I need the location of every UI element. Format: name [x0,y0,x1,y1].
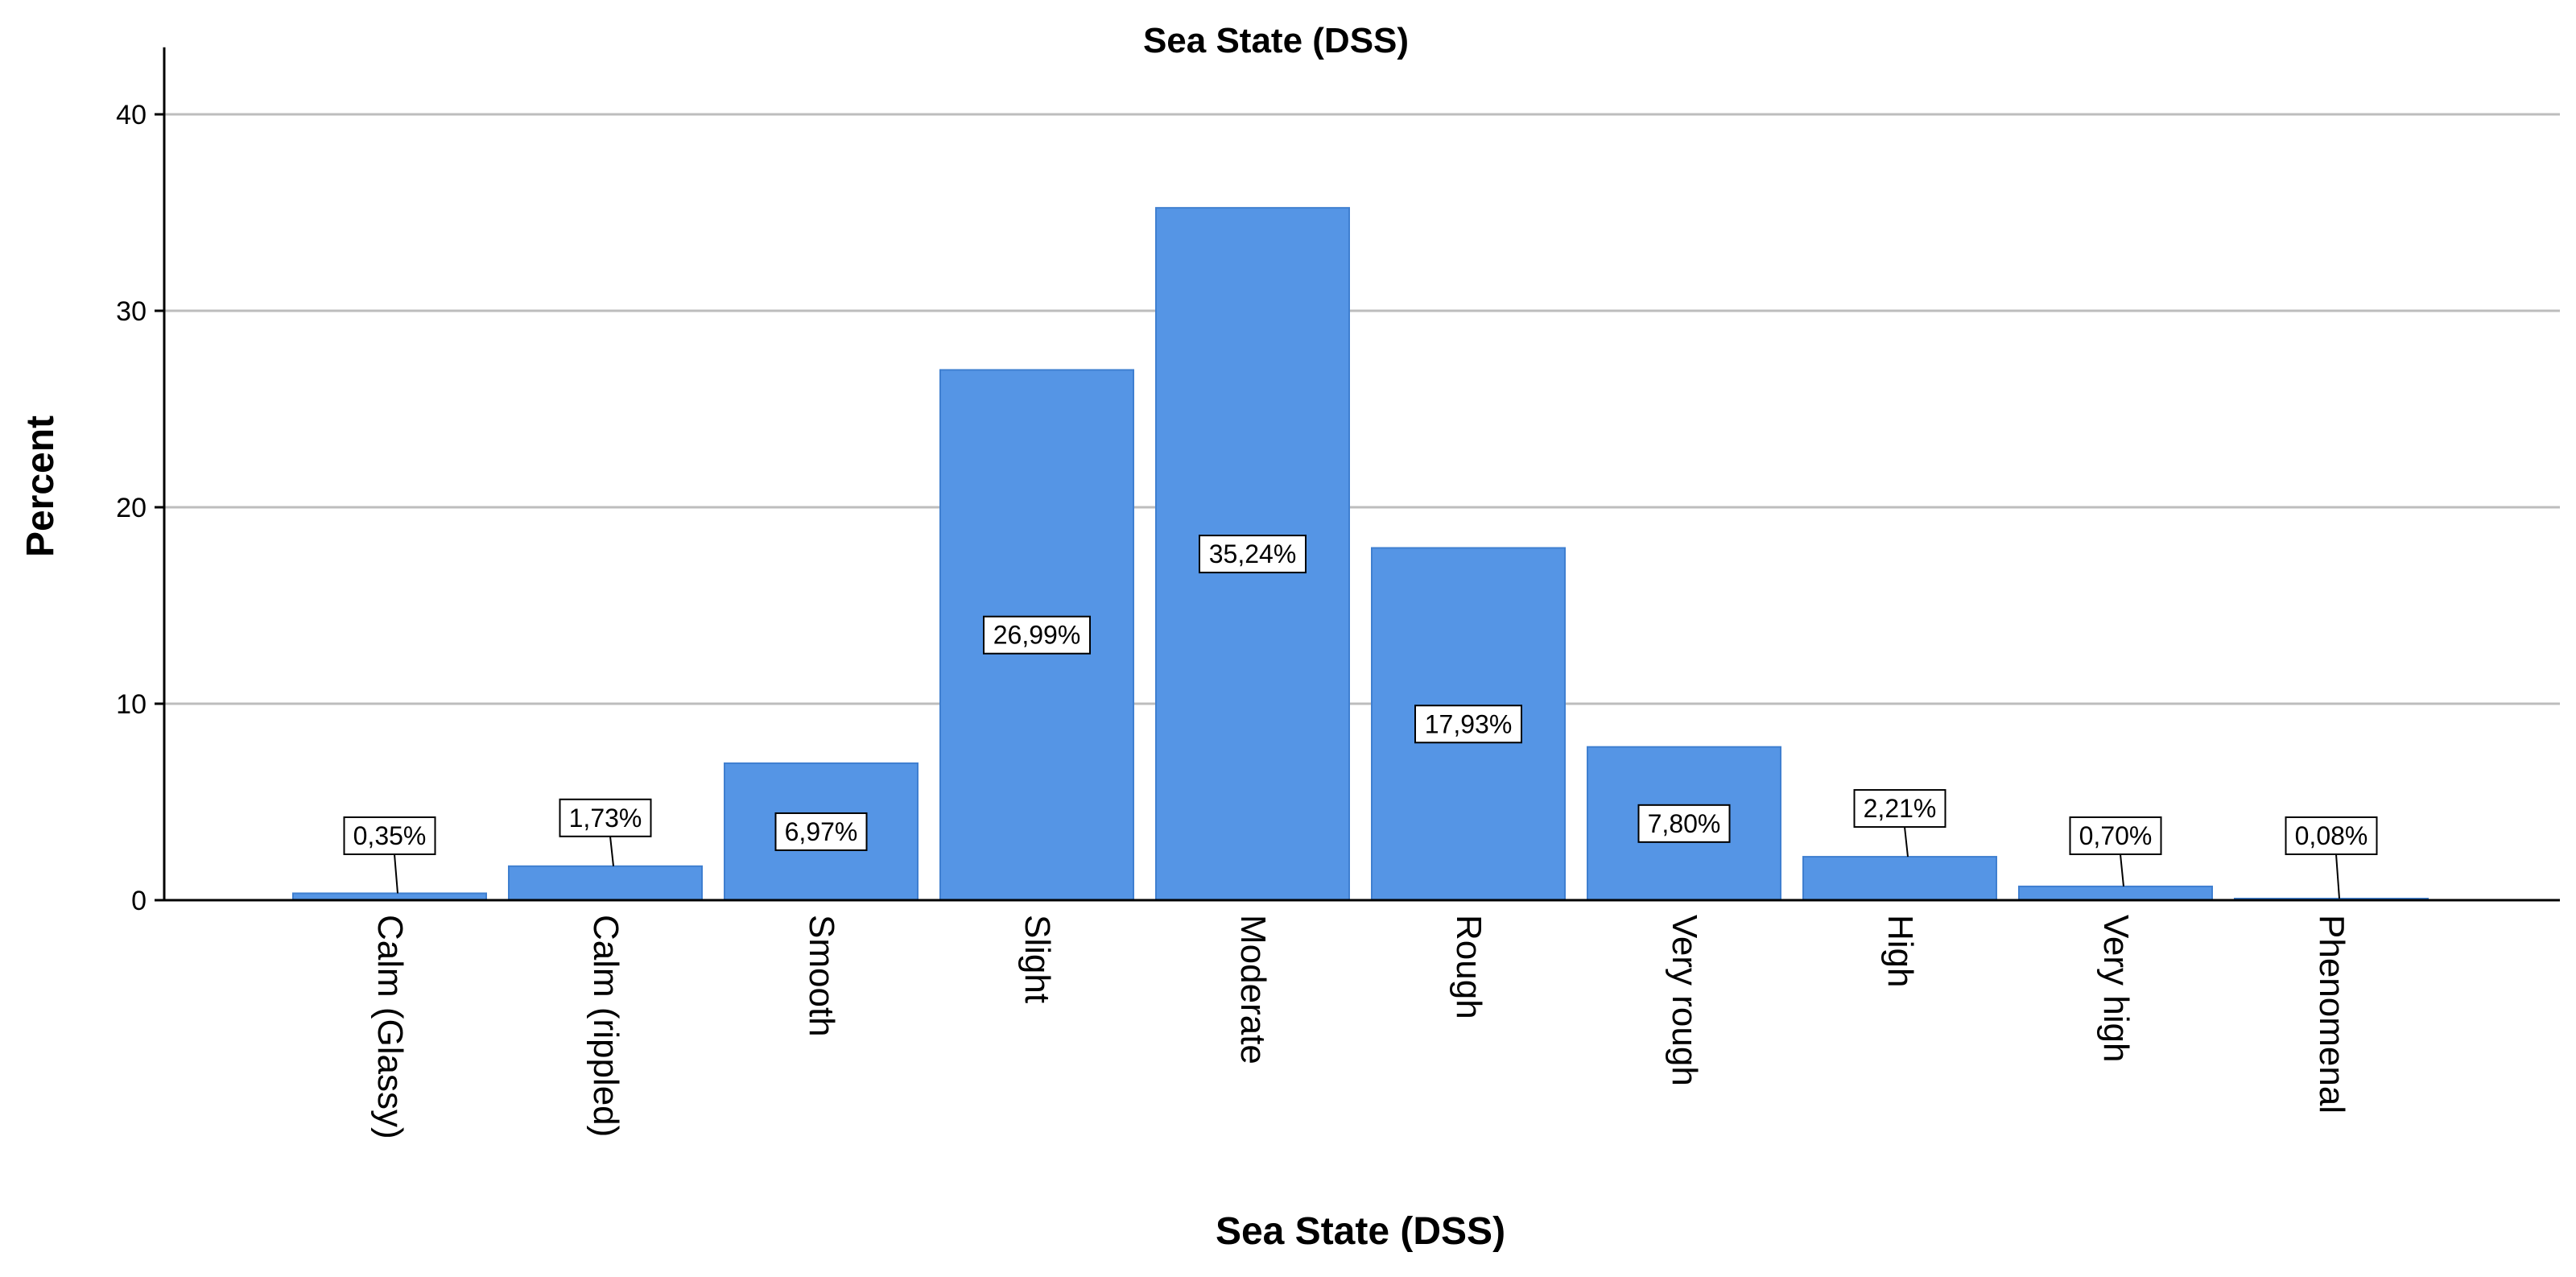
data-label-box [343,816,436,855]
data-label-leader [394,853,398,894]
data-label-box [983,615,1091,655]
data-label-text: 0,35% [353,821,427,850]
data-label-text: 1,73% [569,804,642,833]
data-label-box [1637,804,1731,843]
y-tick-label: 20 [116,493,147,523]
y-tick-label: 30 [116,296,147,327]
bar-very-high [2018,885,2213,902]
gridlines [164,113,2560,705]
data-label: 0,08% [2285,816,2378,855]
data-label-text: 0,70% [2079,821,2153,850]
data-label-box [2069,816,2162,855]
category-labels: Calm (Glassy) Calm (rippled) Smooth Slight M… [370,915,2351,1139]
data-label-text: 26,99% [993,621,1081,650]
x-tick-label: Smooth [802,915,841,1037]
x-tick-label: Very high [2096,915,2136,1062]
x-tick-label: High [1880,915,1920,988]
data-label-text: 6,97% [785,817,858,846]
x-tick-label: Calm (rippled) [586,915,625,1137]
data-label-leader [1904,826,1909,858]
data-label: 35,24% [1199,535,1307,574]
x-axis-title: Sea State (DSS) [1216,1210,1505,1253]
data-label: 6,97% [774,812,868,851]
data-label-leader [609,836,614,866]
chart-title: Sea State (DSS) [1143,21,1409,60]
x-tick-label: Very rough [1665,915,1704,1086]
data-label: 26,99% [983,615,1091,655]
data-label-text: 17,93% [1425,709,1513,738]
x-tick-label: Moderate [1233,915,1273,1064]
x-tick-label: Calm (Glassy) [370,915,410,1139]
data-label-text: 2,21% [1864,794,1937,823]
data-label: 0,70% [2069,816,2162,855]
data-labels: 0,35% 1,73% 6,97% 26,99% 35,24% 17,93% 7,80% 2,… [343,535,2378,899]
x-tick-label: Phenomenal [2312,915,2351,1114]
y-axis-title: Percent [19,415,62,557]
data-label: 0,35% [343,816,436,855]
y-tick-label: 40 [116,100,147,130]
data-label-box [1199,535,1307,574]
x-tick-label: Rough [1449,915,1488,1019]
data-label-box [1414,705,1522,744]
data-label: 17,93% [1414,705,1522,744]
data-label-text: 35,24% [1209,539,1297,568]
data-label: 2,21% [1853,789,1946,829]
bar-high [1802,856,1997,902]
y-tick-label: 10 [116,689,147,720]
data-label: 7,80% [1637,804,1731,843]
data-label-leader [2335,853,2340,899]
data-label-box [559,798,652,837]
bar-calm-rippled [508,865,703,901]
data-label-box [1853,789,1946,829]
data-label-box [2285,816,2378,855]
axes: 0 10 20 30 40 [116,47,2560,916]
x-tick-label: Slight [1018,915,1057,1003]
y-tick-label: 0 [131,886,147,916]
data-label: 1,73% [559,798,652,837]
data-label-text: 7,80% [1648,809,1721,838]
data-label-text: 0,08% [2295,821,2368,850]
data-label-leader [2120,853,2124,887]
data-label-box [774,812,868,851]
